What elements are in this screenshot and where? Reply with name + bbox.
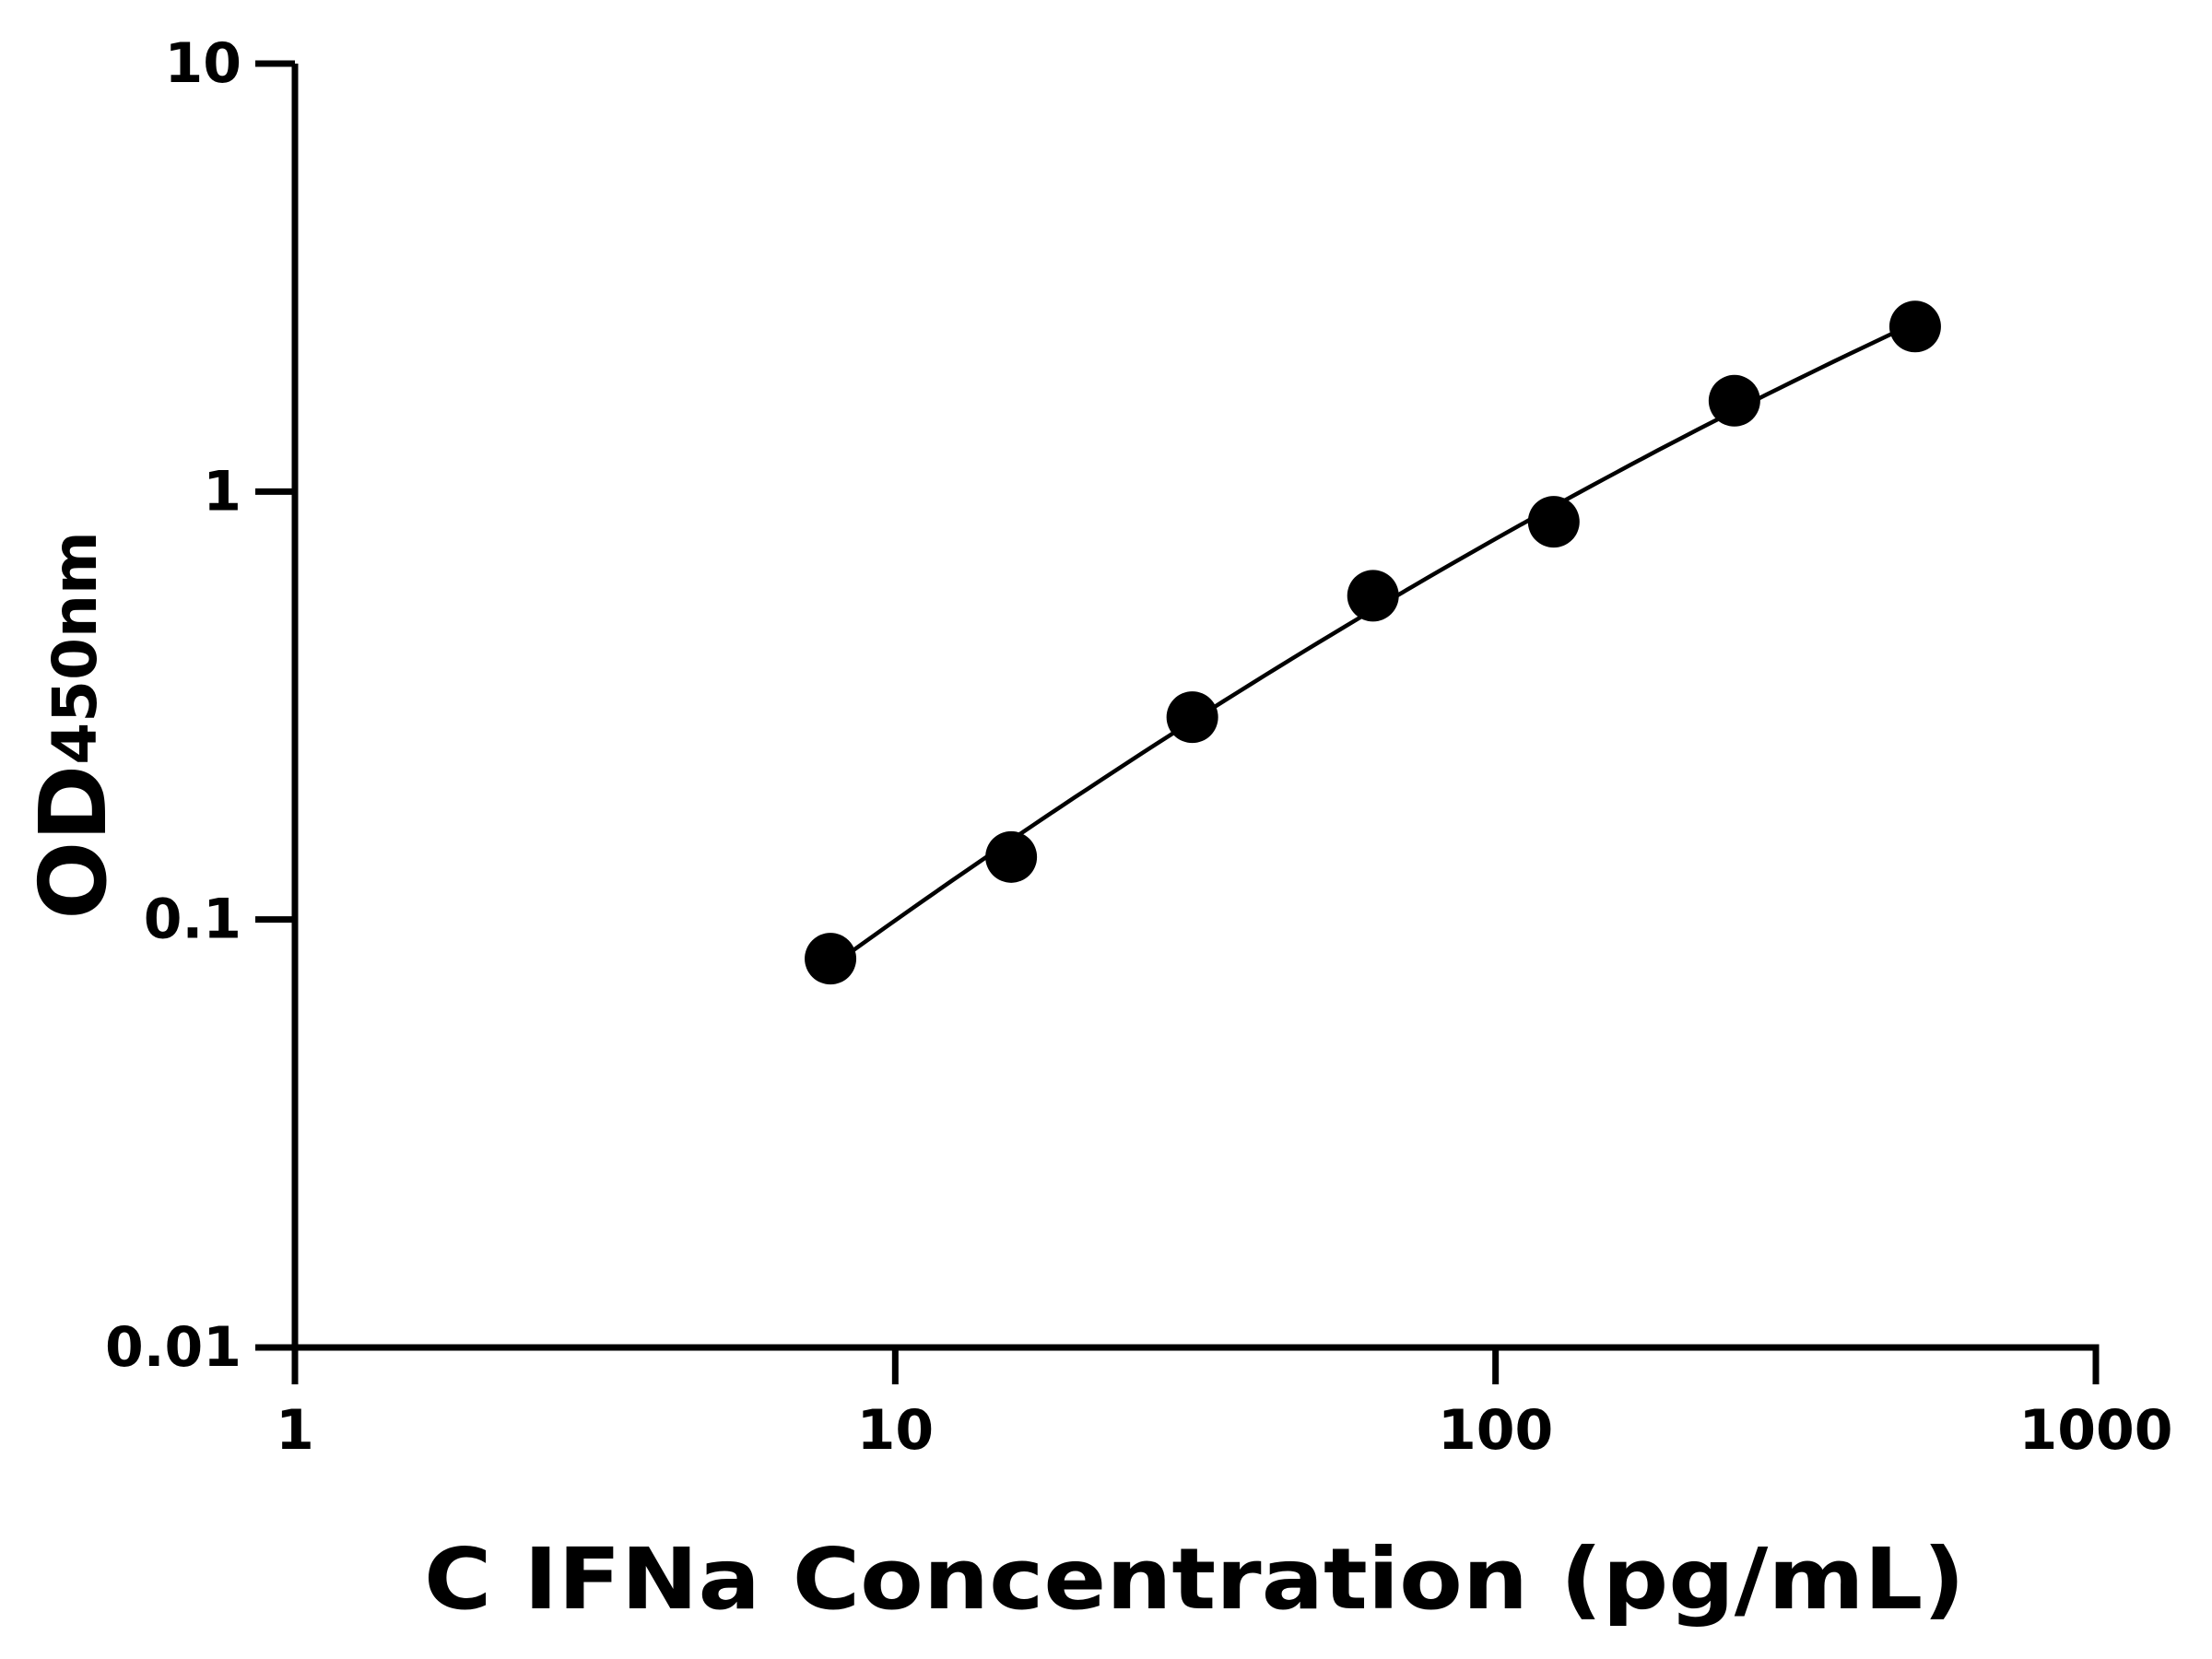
data-point: [1888, 300, 1941, 353]
data-point: [1527, 496, 1580, 548]
x-tick-label: 1000: [2019, 1398, 2173, 1463]
axes: [255, 60, 2100, 1384]
x-tick-label: 100: [1438, 1398, 1553, 1463]
y-axis-title-subscript: 450nm: [40, 531, 111, 765]
x-axis-title: C IFNa Concentration (pg/mL): [424, 1530, 1965, 1629]
x-tick-label: 1: [276, 1398, 314, 1463]
data-point: [1166, 691, 1218, 744]
data-point: [1347, 570, 1399, 622]
x-tick-label: 10: [857, 1398, 935, 1463]
y-tick-labels: 0.01 0.1 1 10: [105, 31, 241, 1380]
y-axis-title-main: OD: [19, 765, 127, 920]
data-point: [1708, 374, 1760, 427]
y-tick-label: 1: [203, 459, 241, 524]
x-tick-labels: 1 10 100 1000: [276, 1398, 2172, 1463]
y-axis-title: OD450nm: [19, 531, 127, 920]
data-points: [805, 300, 1941, 985]
y-tick-label: 10: [165, 31, 242, 96]
y-tick-label: 0.01: [105, 1315, 241, 1380]
y-tick-label: 0.1: [144, 888, 241, 952]
data-point: [985, 830, 1038, 883]
data-point: [805, 933, 857, 985]
